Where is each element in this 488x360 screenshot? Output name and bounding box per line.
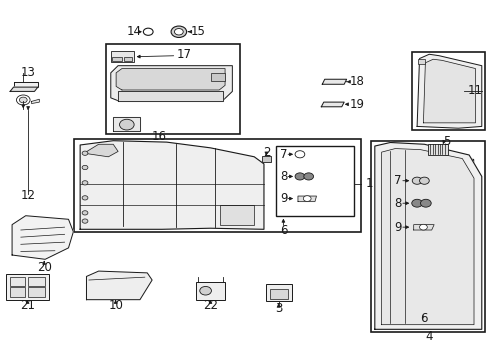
Circle shape [411,199,422,207]
Circle shape [82,181,88,185]
Text: 14: 14 [126,25,142,38]
Text: 19: 19 [349,98,364,111]
Bar [28,287,45,297]
Bar [370,141,484,332]
Text: 15: 15 [191,25,205,38]
Bar [266,284,291,301]
Bar [10,277,25,287]
Polygon shape [84,144,118,157]
Bar [427,144,447,155]
Bar [111,51,133,62]
Circle shape [82,219,88,223]
Circle shape [82,151,88,156]
Text: 8: 8 [280,170,287,183]
Circle shape [119,119,134,130]
Polygon shape [381,149,473,325]
Text: 18: 18 [349,75,364,88]
Text: 5: 5 [442,135,449,148]
Polygon shape [413,225,433,230]
Polygon shape [423,59,474,123]
Circle shape [174,28,183,35]
Polygon shape [297,196,316,202]
Bar [6,274,49,300]
Bar [28,277,45,287]
Text: 13: 13 [21,66,36,78]
Polygon shape [116,68,224,90]
Polygon shape [113,117,140,131]
Circle shape [17,95,30,105]
Polygon shape [374,143,481,329]
Circle shape [419,177,428,184]
Bar [74,139,361,232]
Circle shape [82,165,88,170]
Polygon shape [111,66,232,101]
Bar [417,59,425,64]
Polygon shape [416,54,481,128]
Text: 12: 12 [21,189,36,202]
Text: 21: 21 [20,299,35,312]
Text: 4: 4 [425,330,432,343]
Bar [276,146,353,216]
Text: 6: 6 [419,312,427,325]
Text: 7: 7 [280,148,287,161]
Text: 10: 10 [108,299,123,312]
Polygon shape [322,79,346,84]
Text: 22: 22 [203,299,218,312]
Circle shape [411,177,421,184]
Circle shape [200,287,211,295]
Polygon shape [118,91,222,101]
Bar [411,52,484,130]
Text: 9: 9 [393,221,401,234]
Polygon shape [80,141,264,229]
Polygon shape [86,271,152,300]
Text: 3: 3 [274,302,282,315]
Circle shape [420,199,430,207]
Bar [106,44,239,134]
Circle shape [20,97,27,103]
Circle shape [303,196,310,202]
Circle shape [82,196,88,200]
Text: 16: 16 [152,130,166,143]
Polygon shape [10,87,38,91]
Bar [261,156,271,162]
Bar [211,73,224,81]
Text: 11: 11 [467,84,482,97]
Text: 17: 17 [176,49,191,62]
Bar [389,158,472,316]
Bar [220,205,254,225]
Circle shape [294,173,304,180]
Bar [112,57,122,61]
Text: 1: 1 [365,177,372,190]
Polygon shape [31,99,39,104]
Text: 7: 7 [393,174,401,187]
Polygon shape [12,216,73,259]
Circle shape [143,28,153,35]
Polygon shape [14,82,38,87]
Circle shape [82,211,88,215]
Text: 20: 20 [37,261,52,274]
Circle shape [294,151,304,158]
Polygon shape [321,102,344,107]
Text: 8: 8 [393,197,401,210]
Text: 9: 9 [280,192,287,205]
Circle shape [171,26,186,37]
Circle shape [419,224,427,230]
Bar [10,287,25,297]
Text: 6: 6 [279,224,286,237]
Bar [123,57,131,61]
Bar [269,289,287,298]
Circle shape [303,173,313,180]
Text: 2: 2 [262,146,269,159]
Bar [196,282,224,300]
